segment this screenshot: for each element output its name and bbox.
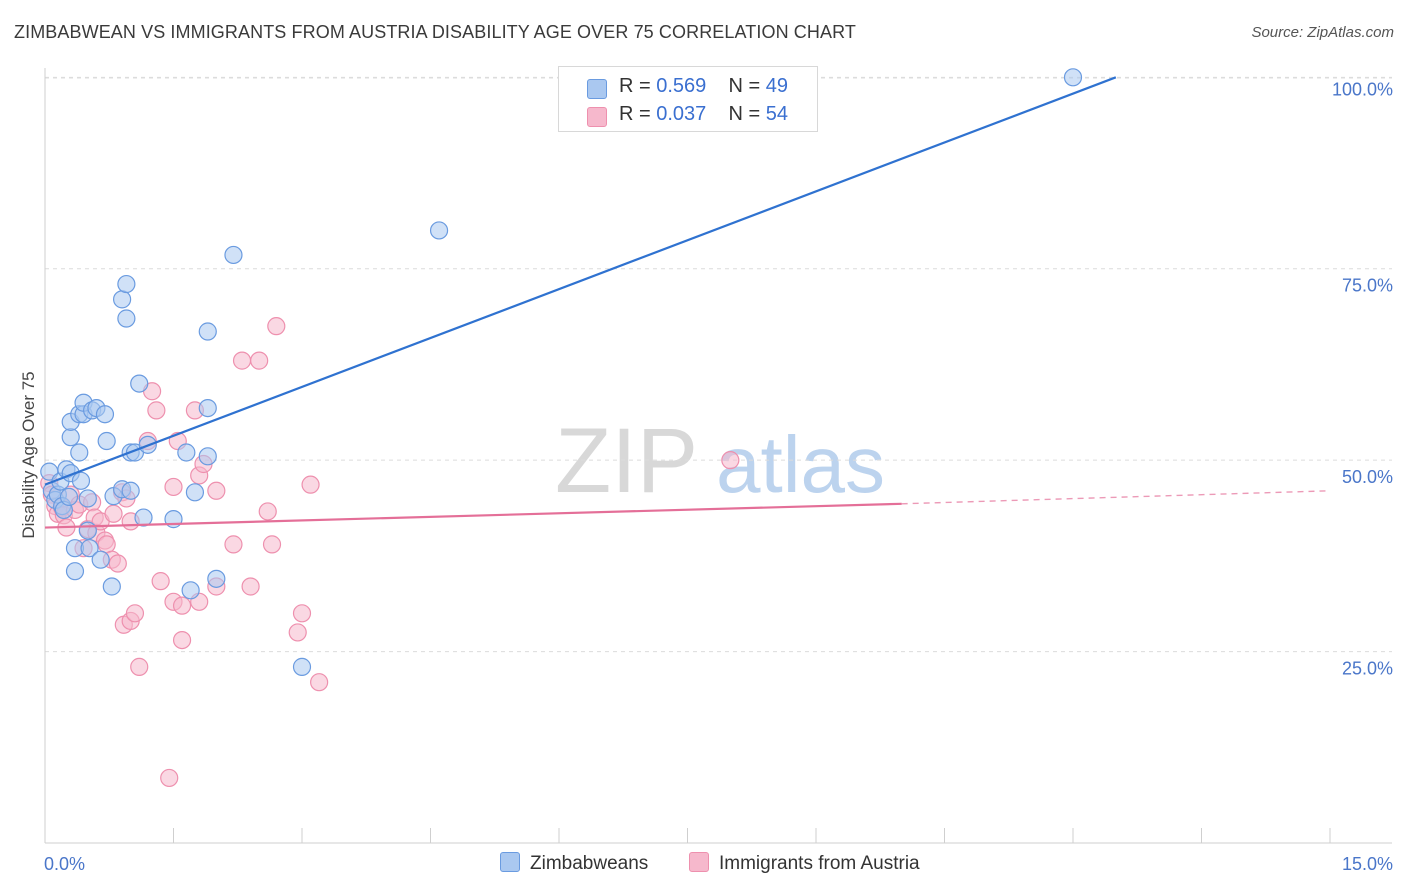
legend-r-label: R = (619, 75, 657, 97)
data-point-austria (288, 623, 307, 642)
y-axis-label: Disability Age Over 75 (19, 371, 38, 538)
bottom-legend-swatch-blue (500, 852, 520, 872)
data-point-austria (241, 577, 260, 596)
legend-n-value: 49 (765, 75, 789, 97)
data-point-austria (258, 502, 277, 521)
bottom-legend-label: Immigrants from Austria (719, 853, 920, 874)
data-point-zimbabweans (65, 562, 85, 581)
data-point-austria (292, 604, 312, 623)
watermark-atlas: atlas (716, 420, 885, 509)
data-point-austria (125, 604, 145, 623)
data-point-austria (172, 596, 192, 615)
bottom-legend-zimbabweans: Zimbabweans (500, 852, 648, 875)
data-point-zimbabweans (70, 443, 89, 462)
legend-r-value: 0.037 (656, 103, 707, 125)
data-point-austria (310, 673, 329, 692)
data-point-zimbabweans (59, 487, 79, 507)
data-point-zimbabweans (429, 221, 449, 240)
data-point-zimbabweans (198, 447, 217, 466)
bottom-legend-swatch-pink (689, 852, 709, 872)
data-point-austria (130, 657, 149, 676)
data-point-austria (147, 401, 166, 420)
data-point-zimbabweans (91, 550, 110, 569)
data-point-zimbabweans (1063, 68, 1083, 87)
data-point-zimbabweans (181, 581, 200, 600)
data-point-zimbabweans (117, 274, 136, 294)
data-point-zimbabweans (112, 290, 132, 309)
data-point-austria (224, 535, 243, 554)
y-tick-label: 25.0% (1342, 659, 1393, 679)
data-point-zimbabweans (78, 521, 97, 540)
data-point-austria (108, 554, 127, 573)
legend-n-value: 54 (765, 103, 789, 125)
data-point-austria (721, 451, 740, 470)
data-point-austria (104, 504, 123, 523)
data-point-austria (207, 481, 226, 500)
data-point-austria (160, 768, 179, 788)
data-point-zimbabweans (102, 577, 121, 596)
bottom-legend-austria: Immigrants from Austria (689, 852, 920, 875)
watermark-zip: ZIP (555, 410, 698, 512)
axes (44, 68, 1392, 844)
data-point-zimbabweans (130, 374, 149, 393)
data-point-austria (267, 317, 286, 336)
legend-n-label: N = (728, 103, 766, 125)
data-point-zimbabweans (97, 431, 116, 451)
data-point-zimbabweans (185, 483, 205, 502)
y-tick-label: 50.0% (1342, 467, 1393, 487)
legend-swatch-blue (587, 79, 607, 99)
data-point-austria (262, 535, 282, 554)
data-point-austria (151, 572, 170, 591)
series-zimbabweans (40, 68, 1083, 676)
legend-r-label: R = (619, 103, 657, 125)
data-point-zimbabweans (292, 657, 312, 676)
data-point-zimbabweans (61, 428, 80, 447)
data-point-zimbabweans (71, 471, 91, 490)
trend-line-austria (44, 502, 902, 529)
chart-title: ZIMBABWEAN VS IMMIGRANTS FROM AUSTRIA DI… (14, 22, 856, 42)
data-point-zimbabweans (78, 489, 97, 508)
data-point-zimbabweans (224, 245, 243, 265)
trend-line-austria-extension (901, 490, 1331, 505)
tick-labels: 25.0% 50.0% 75.0% 100.0% 0.0% 15.0% (44, 79, 1393, 874)
data-point-zimbabweans (177, 443, 196, 462)
data-point-zimbabweans (207, 569, 226, 588)
data-point-austria (172, 630, 192, 650)
data-point-austria (232, 351, 252, 370)
x-tick-label: 15.0% (1342, 854, 1393, 874)
bottom-legend-label: Zimbabweans (530, 853, 649, 874)
data-point-zimbabweans (134, 508, 153, 527)
y-tick-label: 75.0% (1342, 276, 1393, 296)
trend-line-zimbabweans (44, 76, 1117, 486)
data-point-austria (301, 475, 320, 494)
data-point-austria (250, 351, 269, 370)
legend: R = 0.569 N = 49 R = 0.037 N = 54 (558, 66, 818, 132)
data-point-zimbabweans (198, 322, 217, 341)
y-tick-label: 100.0% (1332, 79, 1393, 99)
trend-lines (44, 76, 1331, 529)
data-point-austria (97, 535, 116, 554)
data-point-zimbabweans (80, 539, 99, 558)
legend-n-label: N = (728, 75, 766, 97)
data-point-austria (164, 477, 183, 497)
data-point-zimbabweans (198, 398, 217, 418)
legend-r-value: 0.569 (656, 75, 707, 97)
watermark: ZIP atlas (555, 410, 885, 512)
source-label: Source: ZipAtlas.com (1251, 24, 1394, 41)
data-point-zimbabweans (117, 309, 136, 328)
data-point-zimbabweans (121, 481, 140, 500)
data-point-zimbabweans (95, 405, 115, 424)
legend-swatch-pink (587, 107, 607, 127)
x-tick-label: 0.0% (44, 854, 85, 874)
